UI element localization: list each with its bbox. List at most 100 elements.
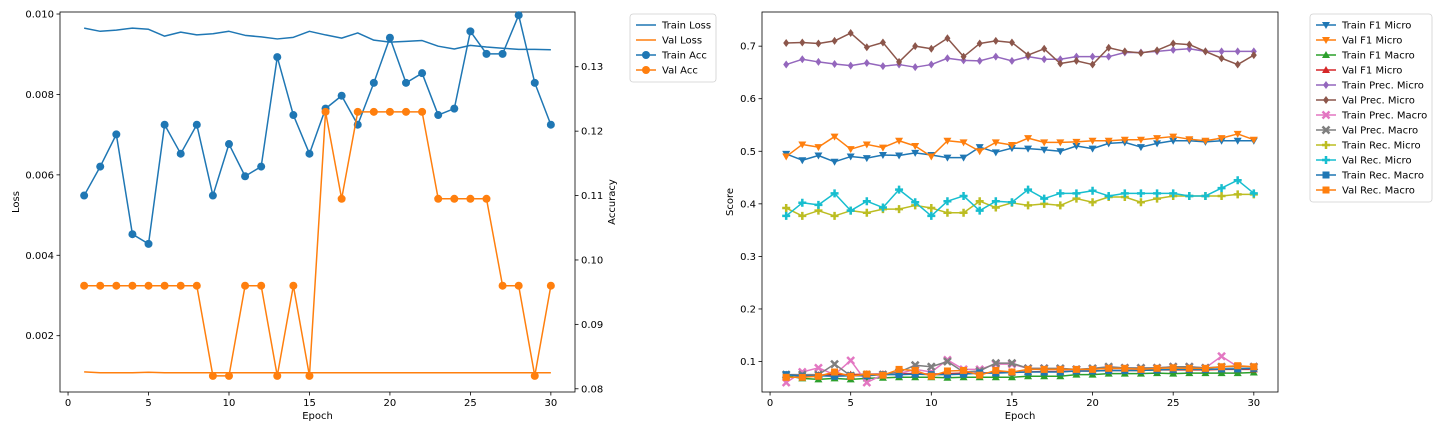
legend-label: Train Loss <box>661 21 711 32</box>
data-point-val-acc <box>514 281 523 290</box>
y2-tick-label: 0.10 <box>581 255 603 266</box>
data-point-val-rec-macro <box>1105 364 1113 372</box>
data-point-val-rec-macro <box>1185 364 1193 372</box>
series-train-prec-micro <box>783 44 1257 72</box>
data-point-train-acc <box>289 111 298 120</box>
legend-marker <box>1323 96 1329 104</box>
y-tick-label: 0.4 <box>740 199 756 210</box>
data-point-train-prec-micro <box>783 60 790 69</box>
data-point-val-acc <box>321 107 330 116</box>
data-point-val-rec-macro <box>863 370 871 378</box>
data-point-val-acc <box>305 371 314 380</box>
data-point-train-prec-micro <box>1008 56 1015 65</box>
data-point-val-rec-micro <box>1217 184 1226 193</box>
data-point-val-prec-micro <box>1218 54 1225 63</box>
data-point-val-rec-micro <box>830 189 839 198</box>
series-line-train-loss <box>83 27 551 51</box>
series-train-acc <box>80 11 555 248</box>
legend-marker <box>1322 22 1330 29</box>
series-line-val-loss <box>84 371 551 374</box>
y-tick-label: 0.3 <box>740 252 756 263</box>
data-point-train-prec-micro <box>992 52 999 61</box>
data-point-val-acc <box>128 281 137 290</box>
data-point-val-f1-micro <box>830 133 839 141</box>
x-tick-label: 25 <box>464 398 477 409</box>
data-point-val-prec-micro <box>1250 51 1257 60</box>
data-point-train-prec-micro <box>1170 45 1177 54</box>
y2-tick-label: 0.12 <box>581 127 603 138</box>
series-train-loss <box>83 27 551 51</box>
data-point-train-prec-micro <box>1234 47 1241 56</box>
data-point-val-f1-micro <box>1104 137 1113 145</box>
data-point-train-rec-micro <box>782 204 791 213</box>
x-tick-label: 15 <box>303 398 316 409</box>
y-tick-label: 0.2 <box>740 304 756 315</box>
data-point-train-f1-micro <box>814 152 823 160</box>
data-point-train-rec-micro <box>943 208 952 217</box>
data-point-val-prec-micro <box>879 38 886 47</box>
data-point-train-f1-macro <box>1040 372 1049 380</box>
data-point-val-f1-micro <box>943 137 952 145</box>
data-point-val-rec-micro <box>878 203 887 212</box>
data-point-val-rec-macro <box>1072 365 1080 373</box>
data-point-val-rec-micro <box>1120 189 1129 198</box>
data-point-val-prec-micro <box>992 36 999 45</box>
data-point-val-acc <box>466 194 475 203</box>
data-point-val-prec-macro <box>1007 358 1017 368</box>
data-point-val-prec-macro <box>943 357 952 366</box>
data-point-val-prec-micro <box>976 39 983 48</box>
data-point-train-f1-micro <box>798 157 807 165</box>
data-point-train-rec-micro <box>1217 191 1226 200</box>
data-point-val-rec-micro <box>959 191 968 200</box>
data-point-val-prec-micro <box>960 52 967 61</box>
plot-frame <box>761 11 1279 393</box>
data-point-train-prec-micro <box>831 60 838 69</box>
data-point-val-acc <box>353 107 362 116</box>
data-point-val-rec-macro <box>1137 365 1145 373</box>
data-point-train-f1-micro <box>1024 145 1033 153</box>
data-point-train-rec-micro <box>1088 198 1097 207</box>
data-point-train-prec-micro <box>1218 47 1225 56</box>
data-point-train-f1-micro <box>943 154 952 162</box>
data-point-train-acc <box>530 78 539 87</box>
data-point-train-acc <box>466 27 475 36</box>
y2-tick-label: 0.09 <box>581 320 603 331</box>
data-point-train-acc <box>80 191 89 200</box>
data-point-train-rec-micro <box>959 208 968 217</box>
data-point-val-rec-macro <box>1250 363 1258 371</box>
data-point-train-acc <box>112 130 121 139</box>
data-point-train-f1-micro <box>1088 145 1097 153</box>
data-point-train-acc <box>128 230 137 239</box>
data-point-val-f1-micro <box>1185 136 1194 144</box>
data-point-val-prec-micro <box>1008 38 1015 47</box>
data-point-train-prec-micro <box>912 63 919 72</box>
data-point-val-rec-macro <box>976 371 984 379</box>
x-tick-label: 30 <box>544 398 557 409</box>
data-point-train-rec-micro <box>975 197 984 206</box>
data-point-val-f1-micro <box>846 146 855 154</box>
y-tick-label: 0.1 <box>740 357 756 368</box>
data-point-val-prec-micro <box>831 36 838 45</box>
data-point-val-prec-micro <box>944 34 951 43</box>
data-point-val-acc <box>192 281 201 290</box>
data-point-train-rec-macro <box>831 372 839 380</box>
data-point-val-rec-micro <box>911 198 920 207</box>
y-tick-label: 0.006 <box>25 170 54 181</box>
x-tick-label: 10 <box>925 398 938 409</box>
data-point-train-prec-micro <box>1041 55 1048 64</box>
data-point-val-rec-micro <box>798 198 807 207</box>
y-tick-label: 0.6 <box>740 94 756 105</box>
x-tick-label: 25 <box>1167 398 1180 409</box>
data-point-train-f1-micro <box>975 144 984 152</box>
legend-entry: Val Prec. Micro <box>1316 96 1415 107</box>
data-point-train-acc <box>208 191 217 200</box>
data-point-train-acc <box>273 53 282 62</box>
data-point-val-acc <box>144 281 153 290</box>
data-point-train-prec-micro <box>1089 52 1096 61</box>
data-point-val-acc <box>418 107 427 116</box>
data-point-train-rec-macro <box>943 371 951 379</box>
data-point-val-rec-macro <box>1153 364 1161 372</box>
data-point-train-rec-micro <box>862 208 871 217</box>
data-point-train-acc <box>144 239 153 248</box>
